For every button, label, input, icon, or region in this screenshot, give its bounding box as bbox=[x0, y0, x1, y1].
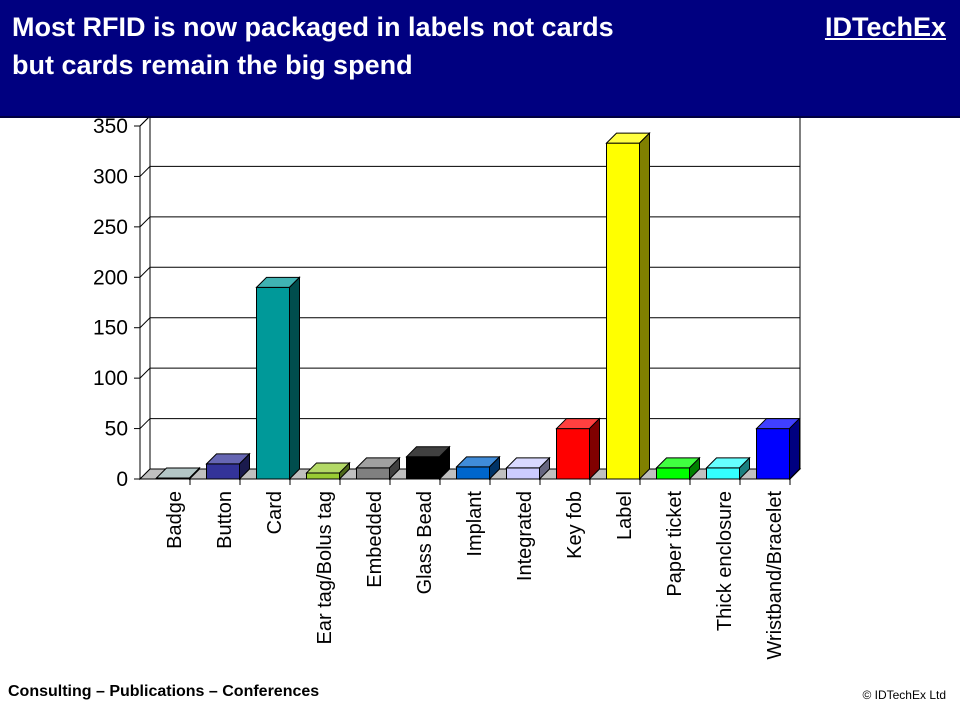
y-tick-label-350: 350 bbox=[93, 118, 128, 138]
bar-1-front bbox=[206, 463, 240, 480]
category-label-0: Badge bbox=[164, 491, 186, 549]
category-label-5: Glass Bead bbox=[414, 491, 436, 594]
gridline-250 bbox=[139, 216, 800, 228]
y-tick-label-50: 50 bbox=[105, 418, 128, 441]
y-tick-label-300: 300 bbox=[93, 165, 128, 188]
bar-5-side bbox=[439, 445, 450, 481]
footer-tagline: Consulting – Publications – Conferences bbox=[8, 683, 320, 700]
bar-2-side bbox=[289, 276, 300, 481]
bar-6-side bbox=[489, 455, 500, 481]
category-label-3: Ear tag/Bolus tag bbox=[314, 491, 336, 644]
gridline-200 bbox=[139, 266, 800, 278]
plot-back-wall bbox=[149, 118, 801, 470]
y-tick-label-150: 150 bbox=[93, 317, 128, 340]
bar-1-side bbox=[239, 452, 250, 481]
bar-4-front bbox=[356, 467, 390, 480]
category-label-11: Thick enclosure bbox=[714, 491, 736, 631]
category-label-10: Paper ticket bbox=[664, 491, 686, 597]
footer-copyright: © IDTechEx Ltd bbox=[862, 688, 946, 702]
header-bar: Most RFID is now packaged in labels not … bbox=[0, 0, 960, 118]
bar-12-front bbox=[756, 428, 790, 480]
category-label-8: Key fob bbox=[564, 491, 586, 559]
bar-7-front bbox=[506, 467, 540, 480]
bar-11-front bbox=[706, 467, 740, 480]
bar-9-front bbox=[606, 142, 640, 480]
gridline-150 bbox=[139, 317, 800, 329]
bar-9-side bbox=[639, 131, 650, 481]
y-tick-label-0: 0 bbox=[116, 468, 128, 491]
bar-4-side bbox=[389, 456, 400, 481]
bar-7-side bbox=[539, 456, 550, 481]
y-tick-label-250: 250 bbox=[93, 216, 128, 239]
category-label-12: Wristband/Bracelet bbox=[764, 491, 786, 660]
title-line-2: but cards remain the big spend bbox=[12, 50, 413, 80]
category-label-4: Embedded bbox=[364, 491, 386, 588]
category-label-6: Implant bbox=[464, 491, 486, 557]
bar-11-side bbox=[739, 456, 750, 481]
bar-8-front bbox=[556, 428, 590, 480]
bar-6-front bbox=[456, 466, 490, 480]
bar-chart: 0 50 100 150 200 250 300 350 Badge Button Card Ear … bbox=[93, 118, 802, 660]
brand-link[interactable]: IDTechEx bbox=[824, 12, 946, 42]
bar-2-front bbox=[256, 286, 290, 480]
category-label-9: Label bbox=[614, 491, 636, 540]
plot-side-wall bbox=[139, 118, 151, 481]
page-title: Most RFID is now packaged in labels not … bbox=[12, 8, 752, 84]
gridline-350 bbox=[139, 118, 149, 127]
bar-8-side bbox=[589, 417, 600, 481]
category-label-1: Button bbox=[214, 491, 236, 549]
gridline-300 bbox=[139, 165, 800, 177]
bar-5-front bbox=[406, 456, 440, 480]
bar-10-side bbox=[689, 456, 700, 481]
y-tick-label-100: 100 bbox=[93, 367, 128, 390]
y-tick-label-200: 200 bbox=[93, 266, 128, 289]
bar-12-side bbox=[789, 417, 800, 481]
bar-3-side bbox=[339, 461, 350, 481]
gridline-100 bbox=[139, 367, 800, 379]
bar-3-front bbox=[306, 472, 340, 480]
bar-10-front bbox=[656, 467, 690, 480]
title-line-1: Most RFID is now packaged in labels not … bbox=[12, 12, 614, 42]
category-label-2: Card bbox=[264, 491, 286, 534]
category-label-7: Integrated bbox=[514, 491, 536, 581]
